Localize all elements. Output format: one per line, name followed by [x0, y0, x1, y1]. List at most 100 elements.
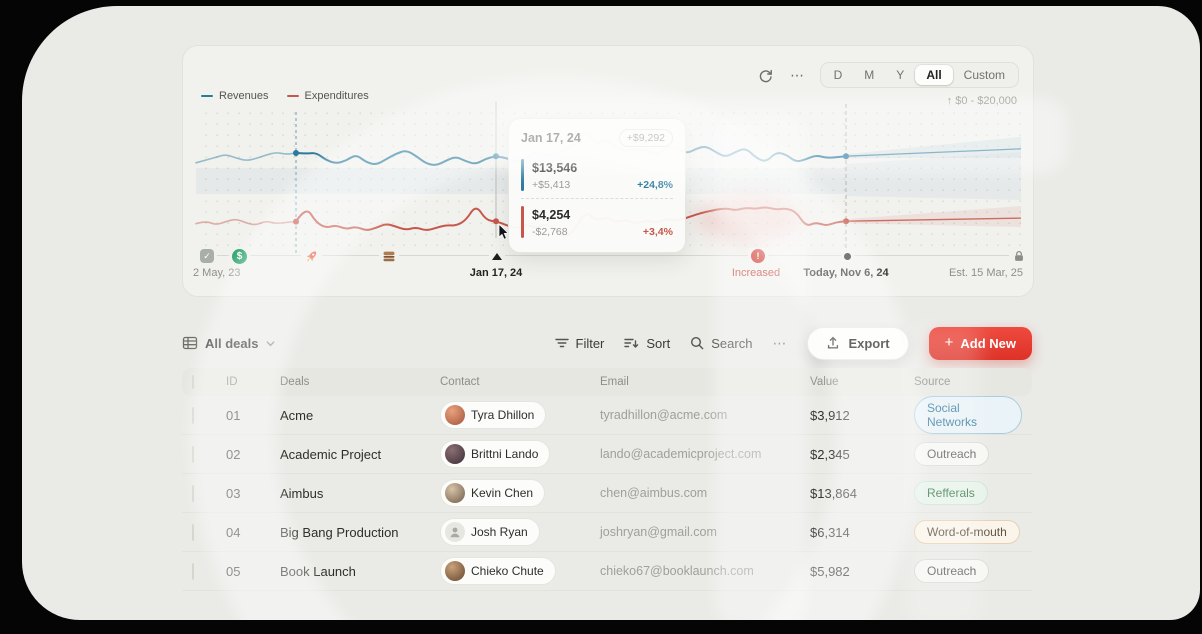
dollar-coin-icon: $: [232, 248, 247, 264]
more-icon: ⋯: [790, 67, 806, 83]
column-header-value: Value: [810, 376, 839, 388]
cell-deal: Aimbus: [280, 485, 324, 501]
contact-chip[interactable]: Tyra Dhillon: [440, 401, 547, 429]
deals-toolbar: All deals Filter: [182, 322, 1032, 364]
timeline-event-start[interactable]: ✓: [197, 248, 217, 264]
timeline-marker-today[interactable]: [841, 248, 854, 264]
refresh-button[interactable]: [756, 65, 776, 85]
avatar-placeholder: [445, 522, 465, 542]
timeline-event-payment[interactable]: $: [229, 248, 250, 264]
chart-tooltip: Jan 17, 24 +$9,292 $13,546 +$5,413 +24,8…: [508, 118, 686, 253]
chart-more-button[interactable]: ⋯: [788, 65, 808, 85]
export-button[interactable]: Export: [807, 326, 909, 360]
search-button[interactable]: Search: [690, 336, 752, 351]
contact-name: Kevin Chen: [471, 486, 534, 500]
search-icon: [690, 336, 704, 350]
timeline-event-launch[interactable]: [301, 248, 322, 264]
column-header-contact: Contact: [440, 376, 480, 388]
tooltip-divider: [521, 198, 673, 199]
tooltip-revenue-percent: +24,8%: [637, 179, 673, 191]
sort-icon: [624, 337, 639, 349]
contact-chip[interactable]: Josh Ryan: [440, 518, 540, 546]
cell-id: 01: [226, 407, 241, 423]
chart-legend: Revenues Expenditures: [201, 90, 369, 102]
contact-name: Brittni Lando: [471, 447, 539, 461]
row-checkbox[interactable]: [192, 562, 194, 580]
range-option-y[interactable]: Y: [896, 68, 905, 82]
app-window: Revenues Expenditures ⋯ D M Y: [22, 6, 1200, 620]
table-row[interactable]: 02 Academic Project Brittni Lando lando@…: [182, 435, 1032, 474]
source-badge[interactable]: Refferals: [914, 481, 988, 505]
sort-label: Sort: [646, 335, 671, 351]
cell-deal: Big Bang Production: [280, 524, 399, 540]
table-row[interactable]: 01 Acme Tyra Dhillon tyradhillon@acme.co…: [182, 396, 1032, 435]
source-badge[interactable]: Outreach: [914, 559, 990, 583]
range-option-custom[interactable]: Custom: [963, 68, 1005, 82]
expenditure-bar: [521, 206, 524, 238]
search-label: Search: [711, 335, 753, 351]
tooltip-revenue-change: +$5,413: [532, 179, 571, 191]
timeline-alert-label: Increased: [731, 267, 781, 279]
cell-email: lando@academicproject.com: [600, 447, 762, 461]
source-badge[interactable]: Outreach: [914, 442, 990, 466]
select-all-checkbox[interactable]: [192, 375, 194, 389]
contact-chip[interactable]: Brittni Lando: [440, 440, 551, 468]
table-view-icon: [182, 335, 198, 351]
timeline-event-food[interactable]: [379, 248, 399, 264]
timeline-estimate-label: Est. 15 Mar, 25: [949, 267, 1023, 279]
contact-chip[interactable]: Chieko Chute: [440, 557, 556, 585]
timeline-axis: [203, 255, 1023, 256]
table-row[interactable]: 04 Big Bang Production Josh Ryan joshrya…: [182, 513, 1032, 552]
avatar: [445, 483, 465, 503]
view-label: All deals: [205, 335, 259, 351]
filter-icon: [554, 337, 569, 349]
sort-button[interactable]: Sort: [624, 336, 670, 351]
deals-table: ID Deals Contact Email Value Source 01 A…: [182, 366, 1032, 591]
range-option-d[interactable]: D: [833, 68, 843, 82]
range-option-m[interactable]: M: [864, 68, 875, 82]
table-row[interactable]: 05 Book Launch Chieko Chute chieko67@boo…: [182, 552, 1032, 591]
burger-icon: [382, 250, 396, 262]
contact-chip[interactable]: Kevin Chen: [440, 479, 546, 507]
timeline-marker-selected[interactable]: [489, 248, 505, 264]
row-checkbox[interactable]: [192, 406, 194, 424]
range-option-all[interactable]: All: [915, 65, 953, 85]
column-header-deals: Deals: [280, 376, 310, 388]
cell-id: 04: [226, 524, 241, 540]
contact-name: Chieko Chute: [471, 564, 544, 578]
cell-email: joshryan@gmail.com: [600, 525, 717, 539]
cell-value: $13,864: [810, 485, 857, 501]
timeline-selected-label: Jan 17, 24: [469, 267, 523, 279]
row-checkbox[interactable]: [192, 484, 194, 502]
export-icon: [826, 336, 840, 350]
legend-item-expenditures[interactable]: Expenditures: [286, 90, 369, 102]
table-row[interactable]: 03 Aimbus Kevin Chen chen@aimbus.com $13…: [182, 474, 1032, 513]
cell-id: 03: [226, 485, 241, 501]
source-badge[interactable]: Social Networks: [914, 396, 1022, 434]
add-new-button[interactable]: + Add New: [928, 326, 1032, 360]
tooltip-expenditure-percent: +3,4%: [642, 226, 673, 238]
avatar: [445, 561, 465, 581]
timeline-event-increased[interactable]: !: [748, 248, 768, 264]
plus-icon: +: [944, 334, 954, 351]
tooltip-revenue-row: $13,546 +$5,413 +24,8%: [521, 155, 673, 195]
cell-value: $2,345: [810, 446, 850, 462]
table-more-button[interactable]: ⋯: [772, 336, 787, 350]
legend-item-revenues[interactable]: Revenues: [201, 90, 269, 102]
view-selector[interactable]: All deals: [182, 335, 276, 351]
filter-button[interactable]: Filter: [554, 336, 604, 351]
row-checkbox[interactable]: [192, 445, 194, 463]
triangle-marker-icon: [492, 252, 502, 260]
row-checkbox[interactable]: [192, 523, 194, 541]
add-new-label: Add New: [960, 335, 1016, 351]
column-header-email: Email: [600, 376, 629, 388]
timeline-marker-estimate[interactable]: [1009, 248, 1029, 264]
today-dot-icon: [844, 252, 851, 260]
source-badge[interactable]: Word-of-mouth: [914, 520, 1020, 544]
table-header-row: ID Deals Contact Email Value Source: [182, 368, 1032, 396]
rocket-icon: [304, 249, 319, 264]
legend-label: Revenues: [219, 90, 269, 102]
timeline-today-label: Today, Nov 6, 24: [803, 267, 889, 279]
cell-value: $5,982: [810, 563, 850, 579]
cell-deal: Academic Project: [280, 446, 382, 462]
